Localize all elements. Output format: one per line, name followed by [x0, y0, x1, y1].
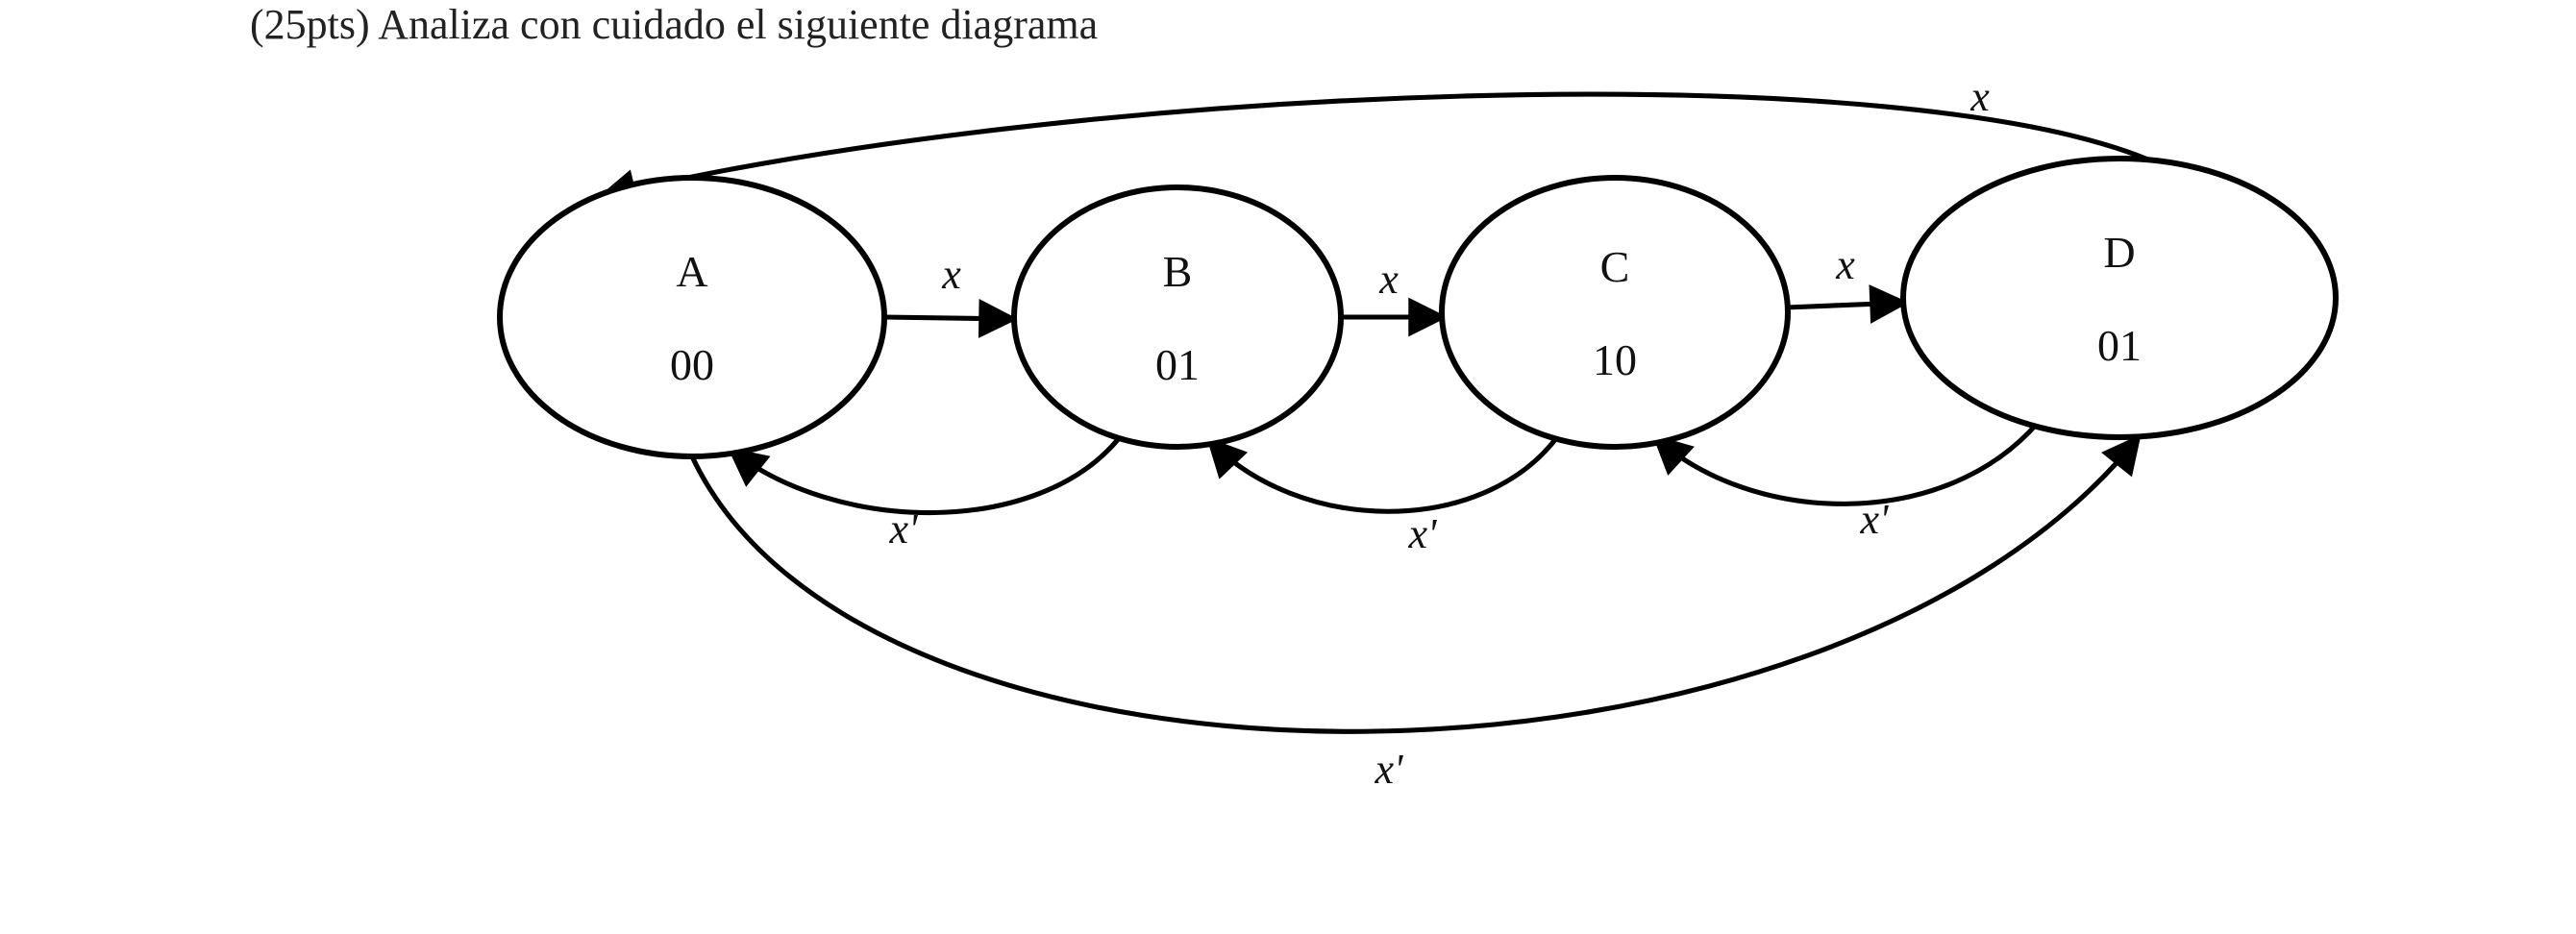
edge-b-a-xp — [731, 437, 1120, 513]
state-diagram-svg: A 00 B 01 C 10 D 01 x x x x x' x' x' x' — [0, 0, 2576, 934]
edge-d-a-top — [601, 94, 2167, 197]
edge-d-c-xp — [1655, 423, 2038, 504]
edge-label-b-a-xp: x' — [889, 505, 920, 553]
edge-label-c-b-xp: x' — [1408, 510, 1439, 557]
edge-labels-group: x x x x x' x' x' x' — [889, 73, 1991, 793]
edge-c-d — [1786, 303, 1905, 307]
state-code-d: 01 — [2097, 321, 2142, 370]
state-code-a: 00 — [670, 340, 714, 389]
state-label-c: C — [1600, 242, 1630, 291]
state-node-c — [1442, 178, 1788, 447]
state-node-a — [500, 178, 884, 456]
state-code-c: 10 — [1593, 335, 1637, 384]
state-label-d: D — [2103, 228, 2135, 277]
edge-label-a-d-bottom: x' — [1375, 746, 1405, 793]
edge-a-d-bottom — [692, 437, 2139, 731]
state-node-d — [1903, 159, 2336, 437]
edge-a-b — [884, 317, 1014, 319]
edge-label-d-c-xp: x' — [1860, 496, 1891, 543]
edge-label-b-c: x — [1378, 256, 1399, 303]
states-group: A 00 B 01 C 10 D 01 — [500, 159, 2336, 456]
state-node-b — [1014, 187, 1341, 447]
edge-label-a-b: x — [941, 251, 961, 298]
state-label-b: B — [1163, 247, 1193, 296]
state-code-b: 01 — [1155, 340, 1200, 389]
edge-c-b-xp — [1209, 437, 1557, 511]
state-label-a: A — [676, 247, 707, 296]
edge-label-d-a-top: x — [1969, 73, 1990, 120]
edge-label-c-d: x — [1835, 241, 1855, 288]
